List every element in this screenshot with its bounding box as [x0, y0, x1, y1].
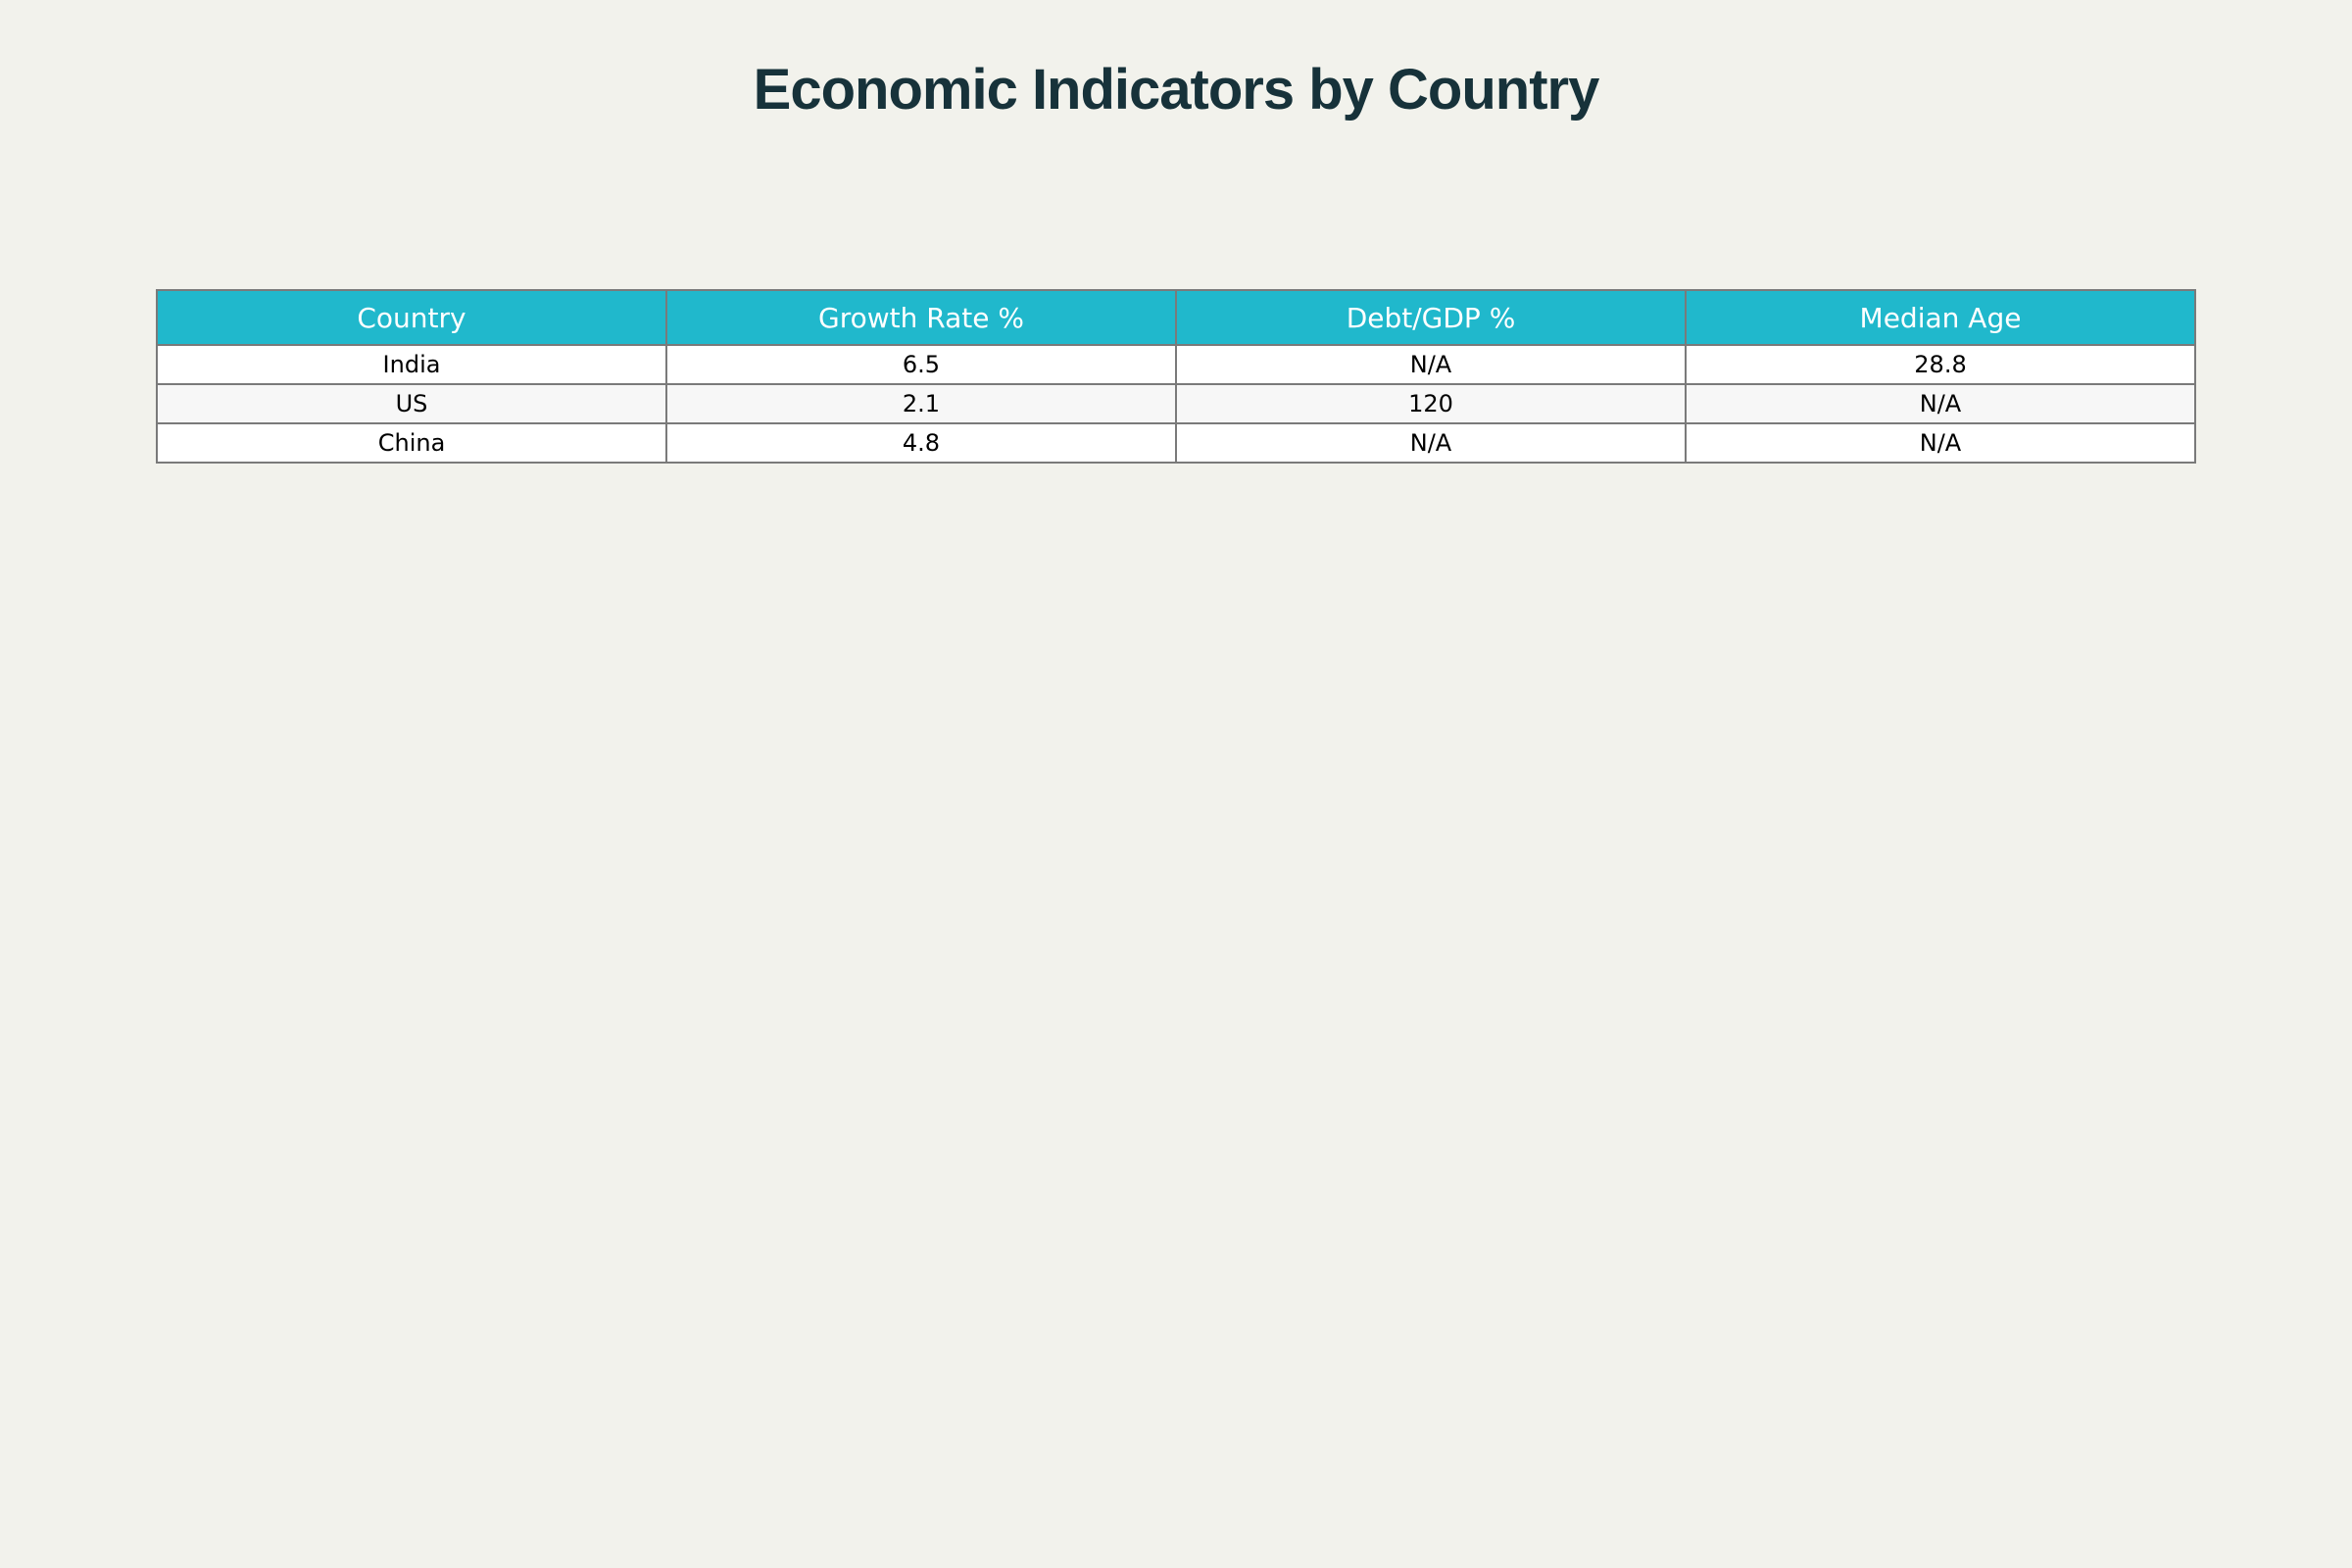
cell-country: US [156, 383, 667, 424]
column-header-country: Country [156, 289, 667, 346]
table-row: US 2.1 120 N/A [156, 383, 2196, 424]
cell-median-age: 28.8 [1685, 344, 2196, 385]
table-header: Country Growth Rate % Debt/GDP % Median … [156, 289, 2196, 346]
cell-growth-rate: 4.8 [665, 422, 1177, 464]
column-header-median-age: Median Age [1685, 289, 2196, 346]
header-row: Country Growth Rate % Debt/GDP % Median … [156, 289, 2196, 346]
column-header-growth-rate: Growth Rate % [665, 289, 1177, 346]
cell-debt-gdp: N/A [1175, 344, 1687, 385]
cell-median-age: N/A [1685, 383, 2196, 424]
table-row: India 6.5 N/A 28.8 [156, 344, 2196, 385]
chart-title: Economic Indicators by Country [753, 58, 1600, 122]
column-header-debt-gdp: Debt/GDP % [1175, 289, 1687, 346]
cell-growth-rate: 2.1 [665, 383, 1177, 424]
cell-debt-gdp: 120 [1175, 383, 1687, 424]
cell-debt-gdp: N/A [1175, 422, 1687, 464]
indicators-table: Country Growth Rate % Debt/GDP % Median … [156, 289, 2196, 464]
cell-median-age: N/A [1685, 422, 2196, 464]
table-container: Country Growth Rate % Debt/GDP % Median … [156, 289, 2196, 464]
cell-country: India [156, 344, 667, 385]
cell-country: China [156, 422, 667, 464]
cell-growth-rate: 6.5 [665, 344, 1177, 385]
table-body: India 6.5 N/A 28.8 US 2.1 120 N/A China … [156, 344, 2196, 464]
table-row: China 4.8 N/A N/A [156, 422, 2196, 464]
